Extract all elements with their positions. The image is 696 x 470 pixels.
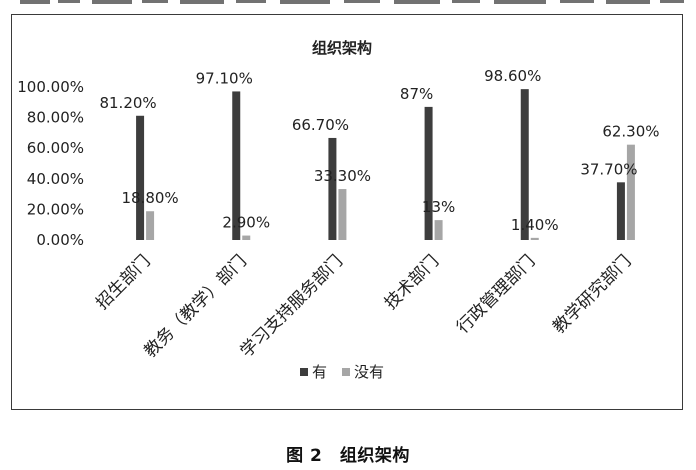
bar-meiyou: [146, 211, 155, 240]
bar-meiyou: [626, 144, 635, 240]
category-label: 行政管理部门: [453, 251, 539, 337]
data-label: 97.10%: [196, 69, 253, 87]
bar-chart: 组织架构 0.00% 20.00% 40.00% 60.00% 80.00% 100.00…: [17, 39, 659, 381]
data-label-group: 81.20% 18.80% 97.10% 2.90% 66.70% 33.30% 87% 13…: [99, 67, 659, 234]
bar-meiyou: [530, 237, 539, 240]
data-label: 1.40%: [511, 216, 559, 234]
y-tick-label: 60.00%: [27, 139, 84, 157]
category-label: 招生部门: [92, 251, 154, 313]
y-axis: 0.00% 20.00% 40.00% 60.00% 80.00% 100.00%: [17, 78, 84, 249]
bar-you: [520, 89, 529, 240]
legend: 有 没有: [300, 363, 384, 381]
category-label: 技术部门: [381, 251, 443, 313]
bar-you: [232, 91, 241, 240]
bar-you: [136, 115, 145, 240]
category-label: 教务（教学）部门: [140, 251, 250, 361]
y-tick-label: 100.00%: [17, 78, 84, 96]
data-label: 13%: [422, 198, 455, 216]
data-label: 62.30%: [602, 123, 659, 141]
category-label: 学习支持服务部门: [237, 251, 347, 361]
data-label: 37.70%: [580, 160, 637, 178]
y-tick-label: 40.00%: [27, 170, 84, 188]
chart-title: 组织架构: [312, 39, 372, 57]
y-tick-label: 0.00%: [36, 231, 84, 249]
bar-meiyou: [434, 220, 443, 240]
legend-label: 没有: [354, 363, 384, 381]
legend-swatch: [300, 368, 308, 376]
legend-label: 有: [312, 363, 327, 381]
data-label: 87%: [400, 85, 433, 103]
data-label: 66.70%: [292, 116, 349, 134]
bar-you: [328, 137, 337, 240]
chart-frame: 组织架构 0.00% 20.00% 40.00% 60.00% 80.00% 100.00…: [11, 14, 683, 410]
y-tick-label: 80.00%: [27, 109, 84, 127]
category-label: 教学研究部门: [549, 251, 635, 337]
cropped-text-strip: [0, 0, 696, 8]
y-tick-label: 20.00%: [27, 200, 84, 218]
legend-swatch: [342, 368, 350, 376]
bar-meiyou: [338, 189, 347, 240]
data-label: 18.80%: [121, 189, 178, 207]
data-label: 33.30%: [314, 167, 371, 185]
bar-series-group: [136, 89, 635, 240]
bar-you: [424, 106, 433, 240]
data-label: 81.20%: [99, 94, 156, 112]
data-label: 2.90%: [222, 214, 270, 232]
cropped-text-strip-marks: [20, 0, 684, 4]
bar-meiyou: [242, 235, 251, 240]
bar-you: [616, 182, 625, 240]
figure-caption: 图 2 组织架构: [286, 446, 410, 466]
data-label: 98.60%: [484, 67, 541, 85]
